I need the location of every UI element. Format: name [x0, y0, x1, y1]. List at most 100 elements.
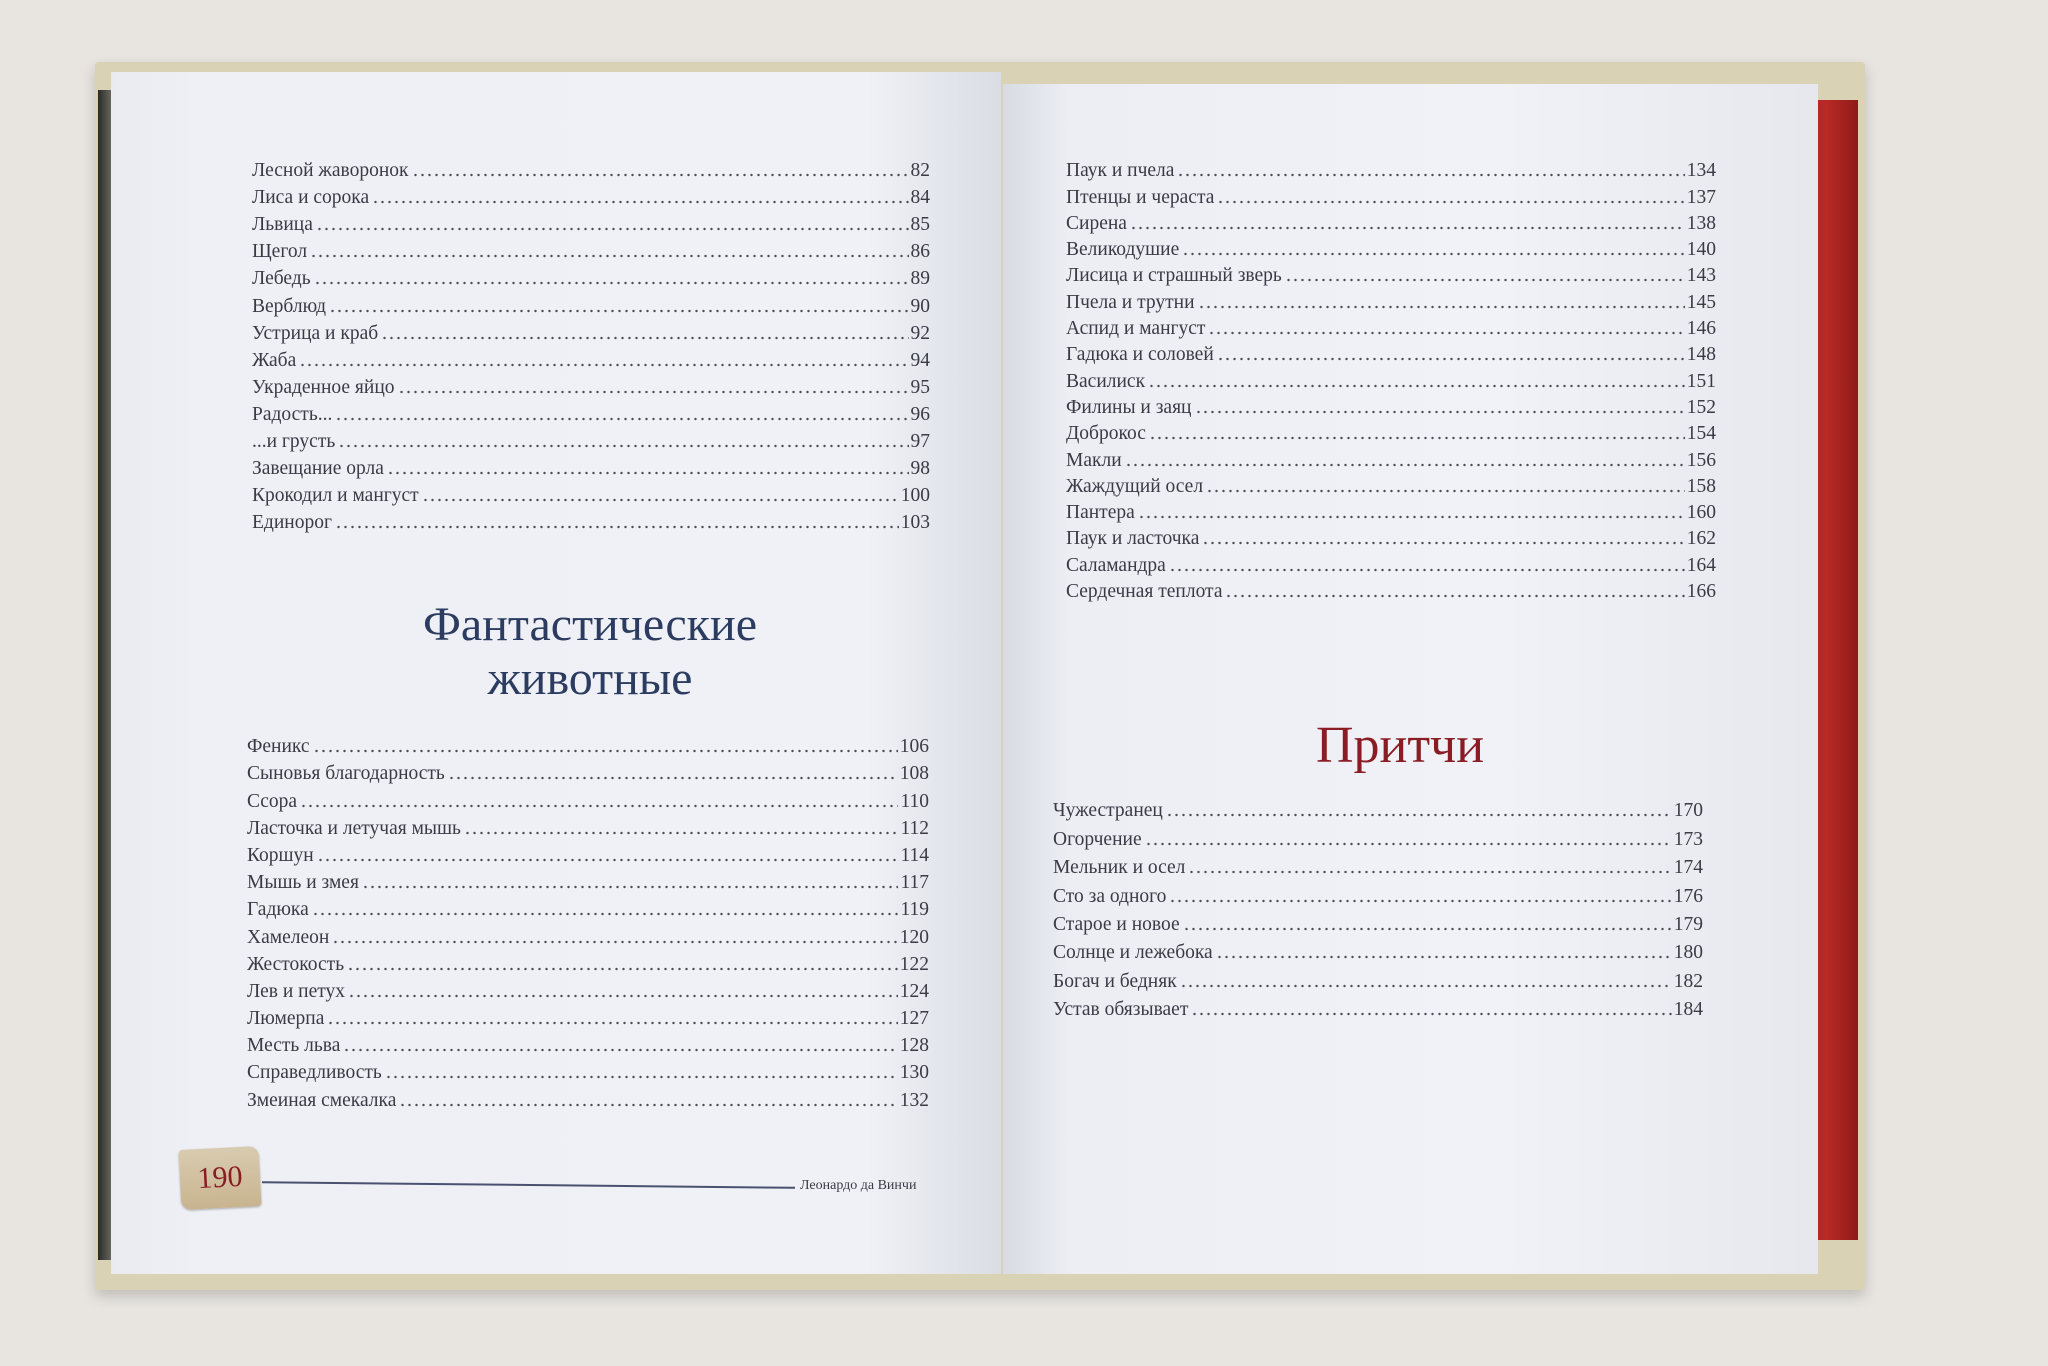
toc-entry: Месть льва 128	[247, 1032, 929, 1059]
entry-page-number: 137	[1686, 186, 1716, 208]
entry-title: Паук и пчела	[1066, 160, 1175, 182]
dot-leader	[1188, 869, 1672, 876]
entry-page-number: 98	[910, 458, 931, 480]
entry-title: Справедливость	[247, 1062, 382, 1084]
dot-leader	[343, 1047, 898, 1054]
toc-entry: Устав обязывает 184	[1053, 995, 1703, 1023]
entry-title: Ласточка и летучая мышь	[247, 817, 461, 839]
entry-page-number: 82	[910, 160, 931, 182]
entry-title: Великодушие	[1066, 239, 1180, 261]
dot-leader	[1169, 897, 1672, 904]
dot-leader	[338, 443, 909, 450]
left-page	[111, 72, 1001, 1274]
section-heading-parables: Притчи	[1315, 717, 1485, 774]
dot-leader	[386, 470, 909, 477]
toc-entry: Старое и новое 179	[1053, 910, 1703, 938]
toc-entry: Сирена 138	[1066, 211, 1716, 237]
toc-entry: Справедливость 130	[247, 1059, 929, 1086]
dot-leader	[1148, 382, 1685, 389]
entry-title: Птенцы и чераста	[1066, 186, 1215, 208]
toc-entry: Гадюка 119	[247, 896, 929, 923]
entry-title: Солнце и лежебока	[1053, 942, 1213, 964]
dot-leader	[311, 911, 899, 918]
dot-leader	[1137, 514, 1685, 521]
entry-page-number: 103	[900, 512, 930, 534]
entry-title: Мельник и осел	[1053, 857, 1186, 879]
entry-title: Лисица и страшный зверь	[1066, 265, 1282, 287]
entry-page-number: 128	[899, 1035, 929, 1057]
toc-entry: Коршун 114	[247, 842, 929, 869]
entry-page-number: 130	[899, 1062, 929, 1084]
entry-page-number: 94	[910, 349, 931, 371]
toc-entry: Жаждущий осел 158	[1066, 474, 1716, 500]
dot-leader	[315, 226, 909, 233]
entry-title: Устав обязывает	[1053, 999, 1189, 1021]
entry-title: Хамелеон	[247, 926, 330, 948]
toc-entry: Огорчение 173	[1053, 824, 1703, 852]
entry-title: Завещание орла	[252, 458, 384, 480]
entry-page-number: 119	[900, 899, 929, 921]
entry-page-number: 85	[910, 214, 931, 236]
toc-entry: Паук и пчела 134	[1066, 158, 1716, 184]
dot-leader	[1217, 198, 1685, 205]
entry-page-number: 84	[910, 187, 931, 209]
toc-entry: Щегол 86	[252, 238, 930, 265]
entry-page-number: 108	[899, 763, 929, 785]
page-number: 190	[196, 1159, 244, 1196]
toc-entry: Сто за одного 176	[1053, 881, 1703, 909]
page-number-scroll: 190	[178, 1145, 262, 1211]
dot-leader	[421, 497, 899, 504]
toc-entry: Паук и ласточка 162	[1066, 526, 1716, 552]
entry-page-number: 166	[1686, 581, 1716, 603]
toc-entry: Сердечная теплота 166	[1066, 579, 1716, 605]
toc-entry: Макли 156	[1066, 447, 1716, 473]
entry-title: Сыновья благодарность	[247, 763, 445, 785]
toc-entry: Мышь и змея 117	[247, 869, 929, 896]
entry-title: Огорчение	[1053, 828, 1142, 850]
toc-entry: Завещание орла 98	[252, 455, 930, 482]
dot-leader	[1168, 566, 1685, 573]
dot-leader	[1215, 954, 1672, 961]
dot-leader	[397, 388, 909, 395]
entry-title: Жаждущий осел	[1066, 475, 1204, 497]
entry-page-number: 143	[1686, 265, 1716, 287]
entry-page-number: 134	[1686, 160, 1716, 182]
entry-page-number: 173	[1673, 828, 1703, 850]
entry-title: Радость...	[252, 403, 333, 425]
entry-title: Крокодил и мангуст	[252, 485, 419, 507]
entry-title: Украденное яйцо	[252, 376, 395, 398]
dot-leader	[299, 361, 909, 368]
entry-title: Месть льва	[247, 1035, 341, 1057]
entry-page-number: 152	[1686, 396, 1716, 418]
entry-title: Богач и бедняк	[1053, 970, 1177, 992]
dot-leader	[1206, 487, 1685, 494]
entry-title: Сирена	[1066, 212, 1127, 234]
dot-leader	[1179, 982, 1672, 989]
entry-title: Жестокость	[247, 953, 345, 975]
entry-page-number: 114	[900, 844, 929, 866]
book-edge	[98, 90, 112, 1260]
toc-entry: Филины и заяц 152	[1066, 395, 1716, 421]
dot-leader	[384, 1074, 898, 1081]
entry-page-number: 182	[1673, 970, 1703, 992]
entry-title: Щегол	[252, 241, 308, 263]
entry-page-number: 89	[910, 268, 931, 290]
toc-entry: Василиск 151	[1066, 368, 1716, 394]
entry-page-number: 148	[1686, 344, 1716, 366]
entry-page-number: 127	[899, 1008, 929, 1030]
entry-page-number: 151	[1686, 370, 1716, 392]
entry-title: Доброкос	[1066, 423, 1146, 445]
entry-title: Устрица и краб	[252, 322, 379, 344]
toc-entry: Чужестранец 170	[1053, 796, 1703, 824]
entry-title: Львица	[252, 214, 313, 236]
toc-list-left-top: Лесной жаворонок 82 Лиса и сорока 84 Львица 8…	[252, 157, 930, 536]
dot-leader	[335, 415, 909, 422]
toc-entry: Пантера 160	[1066, 500, 1716, 526]
toc-entry: Единорог 103	[252, 509, 930, 536]
toc-entry: Лебедь 89	[252, 265, 930, 292]
dot-leader	[300, 802, 899, 809]
entry-page-number: 90	[910, 295, 931, 317]
toc-entry: Феникс 106	[247, 733, 929, 760]
dot-leader	[316, 856, 899, 863]
entry-title: Феникс	[247, 736, 310, 758]
